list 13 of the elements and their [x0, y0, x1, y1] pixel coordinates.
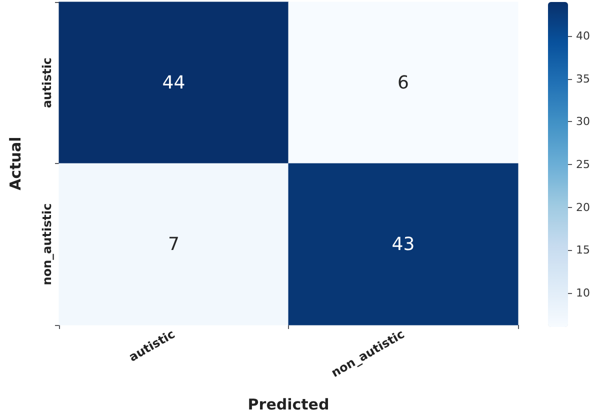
data-label: 6	[398, 72, 409, 94]
color-bar-label: 10	[576, 286, 590, 300]
data-label: 44	[162, 72, 186, 94]
color-bar-label: 35	[576, 72, 590, 86]
color-bar-label: 30	[576, 115, 590, 128]
color-bar-label: 20	[576, 200, 590, 214]
data-label: 43	[392, 234, 415, 255]
x-axis-title: Predicted	[248, 396, 330, 414]
data-label: 7	[168, 234, 180, 255]
color-bar-label: 25	[576, 158, 590, 171]
color-bar-label: 15	[576, 244, 590, 257]
y-axis-title: Actual	[6, 136, 24, 190]
color-bar-label: 40	[576, 30, 590, 43]
